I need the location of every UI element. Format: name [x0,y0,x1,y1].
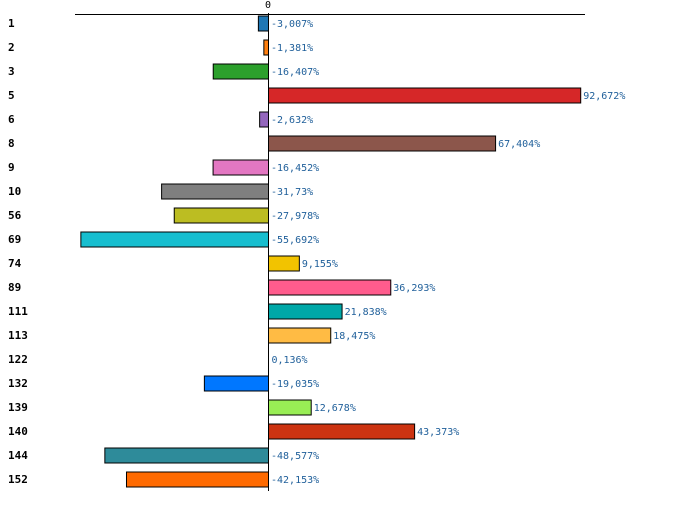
bar-row: 5 92,672% [8,87,625,104]
bar-row: 8 67,404% [8,135,540,152]
category-label: 144 [8,449,28,462]
category-label: 74 [8,257,22,270]
bar [259,111,269,128]
value-label: -16,452% [271,163,319,174]
category-label: 152 [8,473,28,486]
bar [212,63,270,80]
value-label: -55,692% [271,235,319,246]
bar-row: 144 -48,577% [8,447,319,464]
bar [268,327,332,344]
category-label: 122 [8,353,28,366]
category-label: 6 [8,113,15,126]
value-label: -19,035% [271,379,319,390]
value-label: -3,007% [271,19,313,30]
bar [104,447,269,464]
value-label: 43,373% [417,427,459,438]
category-label: 140 [8,425,28,438]
bar-row: 74 9,155% [8,255,338,272]
value-label: 12,678% [314,403,356,414]
category-label: 8 [8,137,15,150]
bar-row: 122 0,136% [8,353,308,366]
bar-row: 1 -3,007% [8,15,313,32]
bar [268,135,497,152]
value-label: -2,632% [271,115,313,126]
bar [263,39,270,56]
value-label: 18,475% [333,331,375,342]
category-label: 2 [8,41,15,54]
category-label: 111 [8,305,28,318]
value-label: 92,672% [583,91,625,102]
bar [125,471,269,488]
value-label: 67,404% [498,139,540,150]
value-label: -31,73% [271,187,313,198]
bar-row: 9 -16,452% [8,159,319,176]
value-label: -42,153% [271,475,319,486]
value-label: -16,407% [271,67,319,78]
category-label: 69 [8,233,21,246]
bar [161,183,269,200]
bar [203,375,269,392]
bar-row: 113 18,475% [8,327,375,344]
bar-row: 140 43,373% [8,423,459,440]
category-label: 139 [8,401,28,414]
category-label: 3 [8,65,15,78]
bar [268,303,343,320]
bar [173,207,269,224]
bar-row: 152 -42,153% [8,471,319,488]
category-label: 113 [8,329,28,342]
bar-row: 89 36,293% [8,279,435,296]
bar-row: 69 -55,692% [8,231,319,248]
value-label: 36,293% [393,283,435,294]
bar-row: 139 12,678% [8,399,356,416]
category-label: 89 [8,281,21,294]
value-label: 21,838% [345,307,387,318]
bar [268,279,392,296]
value-label: 9,155% [302,259,338,270]
value-label: 0,136% [271,355,307,366]
bar [268,423,416,440]
bar [268,255,300,272]
value-label: -27,978% [271,211,319,222]
zero-tick-label: 0 [265,0,271,11]
bar-row: 6 -2,632% [8,111,313,128]
category-label: 5 [8,89,15,102]
bar [268,399,312,416]
bar [257,15,269,32]
category-label: 1 [8,17,15,30]
bar-row: 2 -1,381% [8,39,313,56]
bar-row: 3 -16,407% [8,63,319,80]
category-label: 10 [8,185,21,198]
value-label: -48,577% [271,451,319,462]
value-label: -1,381% [271,43,313,54]
category-label: 9 [8,161,15,174]
category-label: 132 [8,377,28,390]
bar-row: 111 21,838% [8,303,387,320]
bar-row: 132 -19,035% [8,375,319,392]
bar [80,231,269,248]
bar-row: 56 -27,978% [8,207,319,224]
bar [212,159,269,176]
bar [268,87,582,104]
bar-row: 10 -31,73% [8,183,313,200]
category-label: 56 [8,209,22,222]
